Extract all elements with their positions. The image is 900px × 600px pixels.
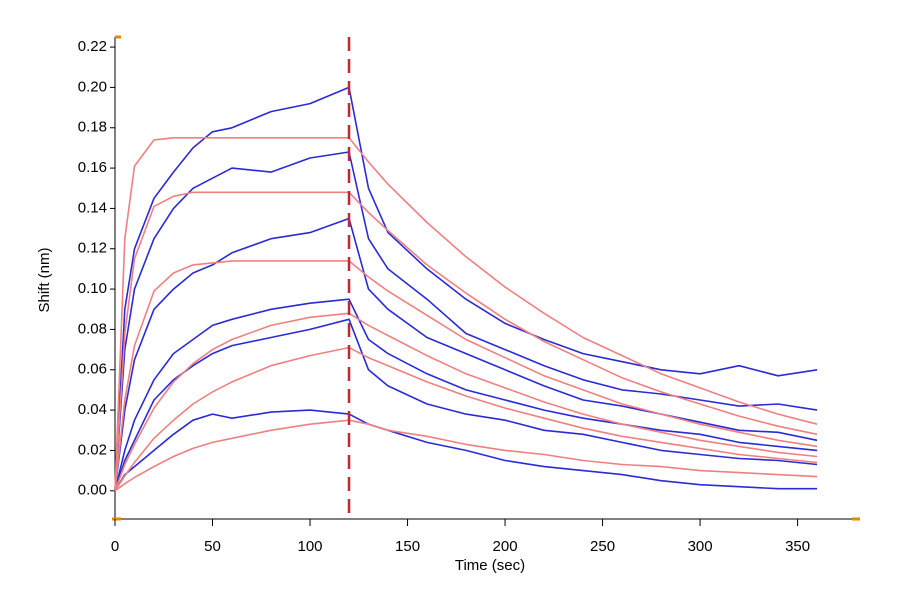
series-line [114, 191, 818, 491]
series-line [114, 151, 818, 491]
y-tick-label: 0.16 [78, 159, 107, 176]
x-tick-label: 0 [111, 538, 119, 555]
series-line [114, 318, 818, 492]
y-tick-label: 0.00 [78, 482, 107, 499]
y-tick-label: 0.20 [78, 78, 107, 95]
y-tick-label: 0.02 [78, 441, 107, 458]
x-tick-label: 200 [493, 538, 518, 555]
y-tick-label: 0.14 [78, 199, 107, 216]
x-axis-title: Time (sec) [455, 557, 525, 574]
series-line [114, 312, 818, 492]
y-tick-label: 0.10 [78, 280, 107, 297]
series-line [114, 137, 818, 491]
series-line [114, 298, 818, 491]
y-tick-label: 0.18 [78, 119, 107, 136]
y-tick-label: 0.04 [78, 401, 107, 418]
y-tick-label: 0.22 [78, 38, 107, 55]
y-tick-label: 0.08 [78, 320, 107, 337]
y-axis-title: Shift (nm) [36, 247, 53, 312]
series-line [114, 86, 818, 491]
x-tick-label: 150 [395, 538, 420, 555]
x-tick-label: 300 [688, 538, 713, 555]
y-tick-label: 0.12 [78, 240, 107, 257]
x-tick-label: 50 [204, 538, 221, 555]
series-line [114, 346, 818, 492]
series-line [114, 419, 818, 492]
x-tick-label: 350 [785, 538, 810, 555]
y-tick-label: 0.06 [78, 361, 107, 378]
series-line [114, 260, 818, 491]
x-tick-label: 250 [590, 538, 615, 555]
x-tick-label: 100 [298, 538, 323, 555]
